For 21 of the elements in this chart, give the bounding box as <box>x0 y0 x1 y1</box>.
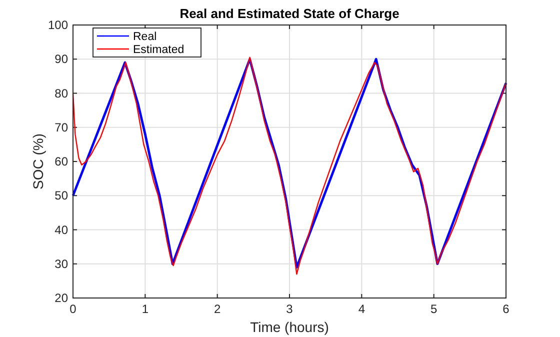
x-tick-label: 4 <box>358 302 366 316</box>
y-tick-label: 60 <box>54 154 68 168</box>
y-tick-label: 20 <box>54 291 68 305</box>
y-tick-label: 80 <box>54 86 68 100</box>
x-tick-label: 2 <box>214 302 221 316</box>
y-tick-label: 70 <box>54 120 68 134</box>
chart-title: Real and Estimated State of Charge <box>180 6 400 21</box>
x-axis-title: Time (hours) <box>250 319 329 335</box>
y-tick-label: 90 <box>54 52 68 66</box>
y-tick-label: 100 <box>48 18 68 32</box>
x-tick-label: 1 <box>142 302 149 316</box>
y-axis-title: SOC (%) <box>30 134 46 190</box>
y-tick-label: 30 <box>54 256 68 271</box>
x-tick-label: 3 <box>286 302 294 316</box>
x-tick-label: 6 <box>502 302 510 316</box>
legend-label: Estimated <box>133 44 184 56</box>
y-tick-label: 40 <box>54 222 68 237</box>
y-tick-label: 50 <box>54 188 68 203</box>
legend-label: Real <box>133 31 157 43</box>
x-tick-label: 0 <box>70 302 77 316</box>
x-tick-label: 5 <box>430 302 438 316</box>
